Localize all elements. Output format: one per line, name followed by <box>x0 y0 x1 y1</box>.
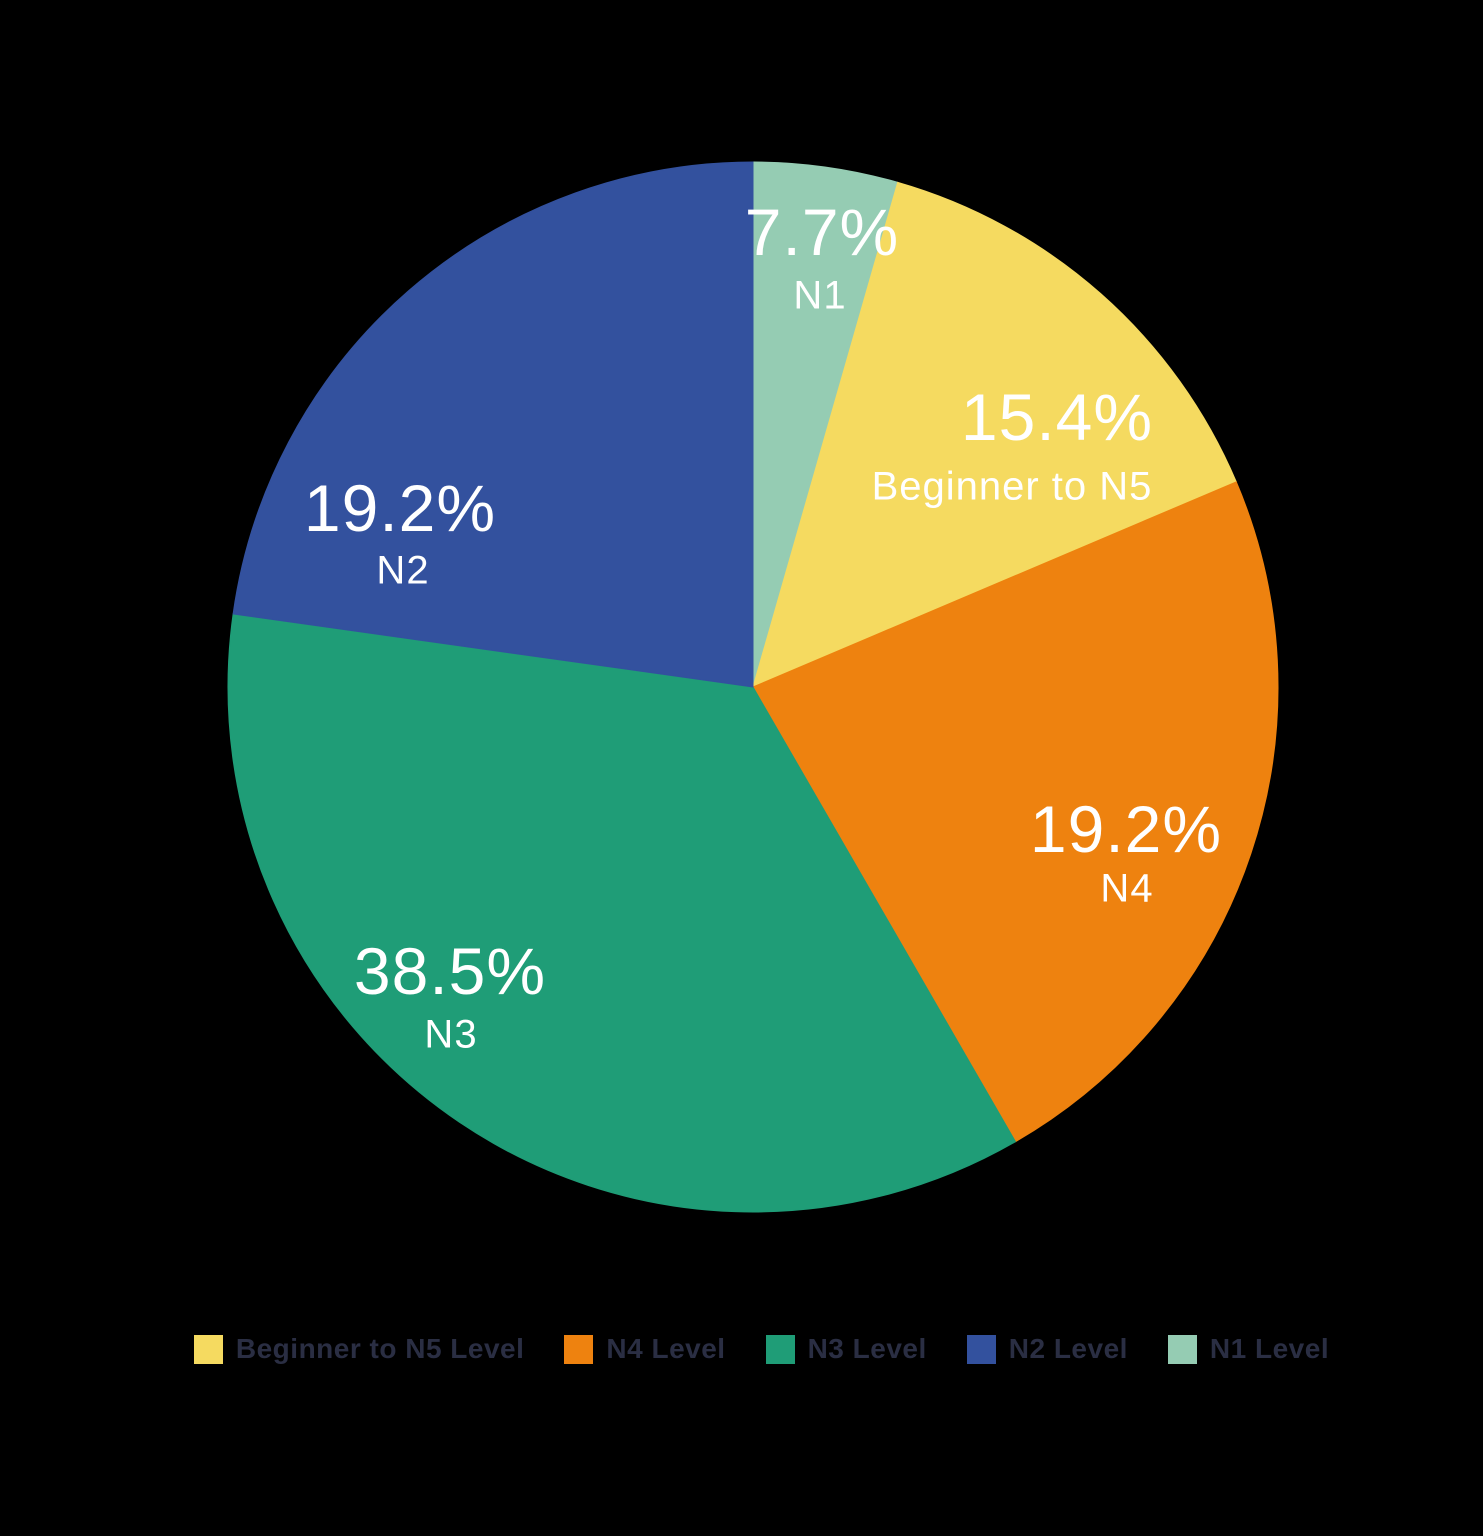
slice-pct-label-beginner-to-n5: 15.4% <box>960 380 1154 454</box>
pie-slice-beginner-to-n5 <box>752 181 1237 688</box>
slice-pct-label-n2: 19.2% <box>303 471 497 545</box>
legend-item-n1: N1 Level <box>1167 1333 1330 1365</box>
legend-item-beginner-to-n5: Beginner to N5 Level <box>193 1333 525 1365</box>
slice-sub-label-n2: N2 <box>376 548 430 593</box>
legend-swatch-n2 <box>966 1334 996 1364</box>
legend-swatch-n3 <box>765 1334 795 1364</box>
legend-label-n2: N2 Level <box>1008 1333 1128 1364</box>
legend-swatch-n1 <box>1167 1334 1197 1364</box>
legend-item-n4: N4 Level <box>564 1333 725 1365</box>
pie-slice-n2 <box>232 161 754 688</box>
legend-swatch-beginner-to-n5 <box>193 1334 223 1364</box>
legend-item-n2: N2 Level <box>966 1333 1128 1365</box>
pie-slice-n3 <box>227 613 1017 1213</box>
slice-sub-label-beginner-to-n5: Beginner to N5 <box>871 464 1153 509</box>
slice-sub-label-n4: N4 <box>1100 866 1154 911</box>
legend-label-n1: N1 Level <box>1209 1333 1330 1364</box>
legend-swatch-n4 <box>564 1334 594 1364</box>
pie-chart <box>227 161 1279 1213</box>
slice-pct-label-n1: 7.7% <box>744 195 900 269</box>
legend-label-n4: N4 Level <box>606 1333 726 1364</box>
slice-sub-label-n1: N1 <box>793 273 847 318</box>
chart-legend: Beginner to N5 Level N4 Level N3 Level N2 L… <box>0 1333 1483 1365</box>
legend-item-n3: N3 Level <box>765 1333 927 1365</box>
slice-pct-label-n4: 19.2% <box>1029 792 1223 866</box>
slice-pct-label-n3: 38.5% <box>353 934 547 1008</box>
slice-sub-label-n3: N3 <box>424 1012 478 1057</box>
pie-slice-n4 <box>752 481 1279 1143</box>
legend-label-n3: N3 Level <box>807 1333 927 1364</box>
legend-label-beginner-to-n5: Beginner to N5 Level <box>235 1333 525 1364</box>
